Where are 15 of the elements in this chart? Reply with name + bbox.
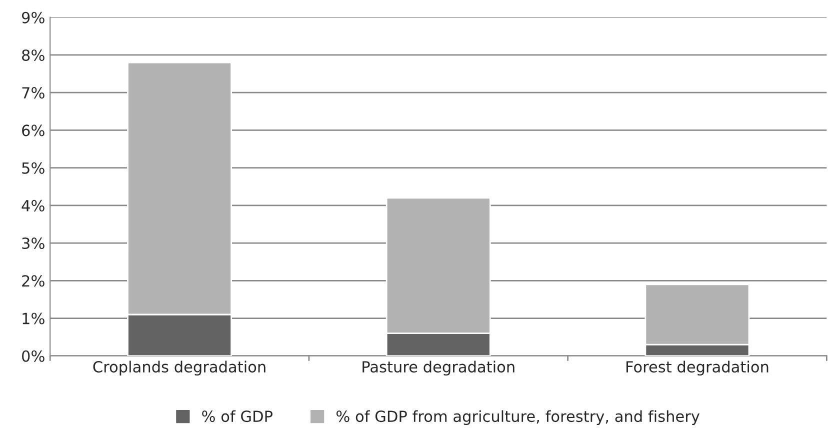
- x-tick-label: Forest degradation: [626, 360, 768, 376]
- y-tick-label: 2%: [22, 275, 44, 287]
- y-tick-label: 3%: [22, 238, 44, 250]
- y-tick-label: 9%: [22, 12, 44, 24]
- x-tick-label: Croplands degradation: [93, 360, 266, 376]
- y-tick-label: 7%: [22, 87, 44, 99]
- legend-label: % of GDP from agriculture, forestry, and fishery: [336, 410, 700, 426]
- y-tick-label: 1%: [22, 312, 44, 324]
- y-tick-label: 6%: [22, 124, 44, 136]
- y-tick-label: 8%: [22, 49, 44, 61]
- legend-label: % of GDP: [202, 410, 272, 422]
- y-tick-label: 4%: [22, 200, 44, 212]
- y-tick-label: 0%: [22, 350, 44, 362]
- x-tick-label: Pasture degradation: [362, 360, 514, 376]
- y-tick-label: 5%: [22, 162, 44, 174]
